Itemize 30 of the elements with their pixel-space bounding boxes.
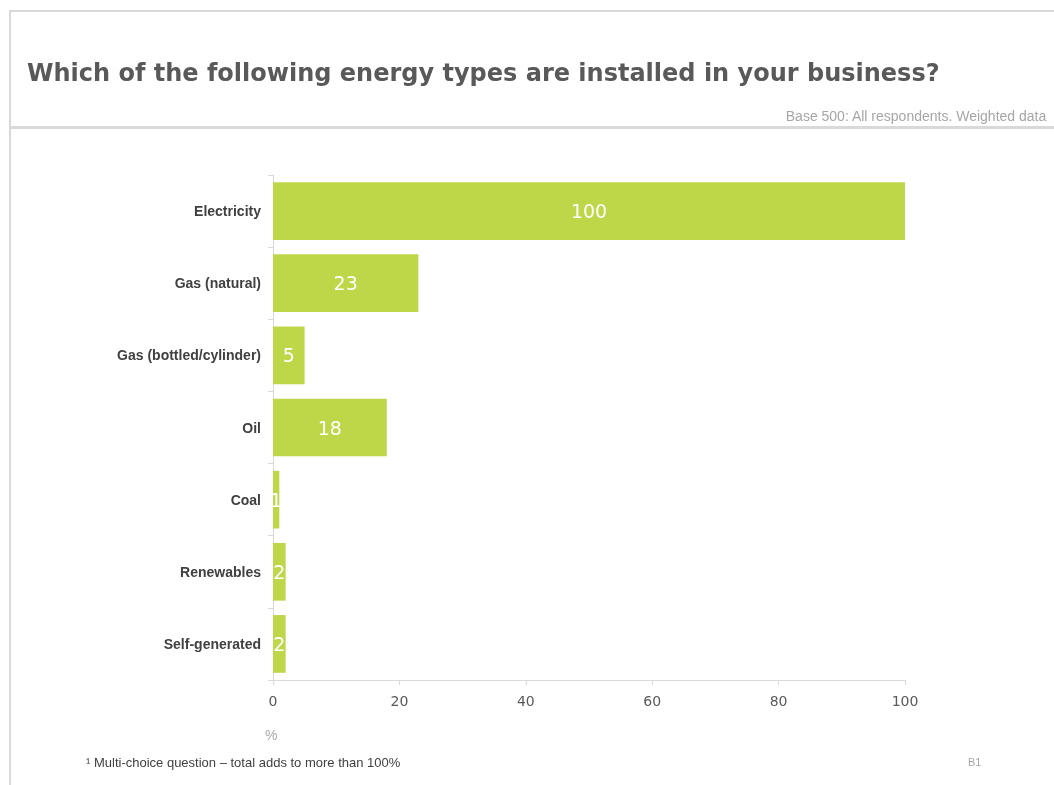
x-tick-label: 80 xyxy=(769,693,788,709)
x-tick-label: 0 xyxy=(268,693,278,709)
bar xyxy=(273,326,305,385)
y-tick-label: Self-generated xyxy=(163,635,261,652)
data-label: 23 xyxy=(333,272,358,295)
data-label: 2 xyxy=(273,560,286,583)
chart-subtitle: Base 500: All respondents. Weighted data xyxy=(785,108,1047,124)
x-tick-label: 100 xyxy=(891,693,919,709)
chart-title: Which of the following energy types are installed in your business? xyxy=(27,59,940,87)
data-label: 100 xyxy=(570,200,608,223)
text: ¹ Multi-choice question – total adds to more than 100% xyxy=(86,755,401,770)
y-tick-label: Oil xyxy=(242,419,261,436)
data-label: 18 xyxy=(317,416,342,439)
y-tick-label: Electricity xyxy=(194,203,262,220)
y-tick-label: Gas (bottled/cylinder) xyxy=(117,347,261,364)
bar xyxy=(273,254,419,313)
y-tick-label: Coal xyxy=(230,491,261,508)
bar xyxy=(273,542,286,601)
x-axis-title: % xyxy=(265,727,278,743)
text: B1 xyxy=(968,755,982,768)
y-tick-label: Gas (natural) xyxy=(174,275,261,292)
bar xyxy=(273,615,286,673)
x-tick-label: 60 xyxy=(643,693,662,709)
y-tick-label: Renewables xyxy=(180,563,262,580)
x-tick-label: 40 xyxy=(516,693,535,709)
x-tick-label: 20 xyxy=(390,693,409,709)
bar xyxy=(273,398,387,457)
data-label: 2 xyxy=(273,632,286,655)
data-label: 5 xyxy=(282,344,295,367)
bar xyxy=(273,182,905,240)
